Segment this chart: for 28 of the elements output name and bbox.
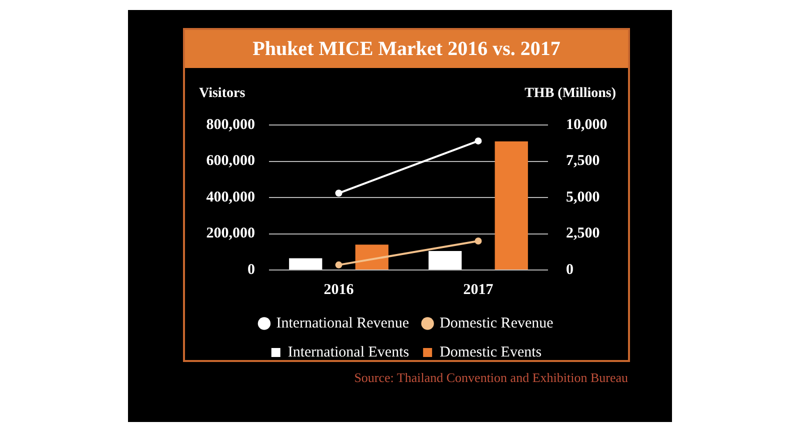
y-tick-label: 200,000 <box>206 226 255 242</box>
y-tick-label: 0 <box>248 262 255 278</box>
y2-tick-label: 10,000 <box>566 116 608 133</box>
bar <box>355 244 388 270</box>
x-tick-label: 2016 <box>324 282 354 298</box>
point <box>474 137 482 144</box>
y-tick-label: 600,000 <box>206 153 255 170</box>
bar <box>494 141 528 270</box>
point <box>335 190 342 197</box>
bar <box>428 250 462 270</box>
point <box>474 238 482 244</box>
legend-label: International Events <box>288 344 410 360</box>
x-tick-label: 2017 <box>463 282 494 298</box>
y2-tick-label: 0 <box>566 262 574 278</box>
y2-axis-title: THB (Millions) <box>524 86 616 102</box>
legend-label: International Revenue <box>276 315 410 332</box>
y-tick-label: 400,000 <box>206 189 255 206</box>
y2-tick-label: 5,000 <box>566 189 600 206</box>
legend-label: Domestic Revenue <box>440 315 554 332</box>
bar <box>289 258 322 270</box>
chart-title: Phuket MICE Market 2016 vs. 2017 <box>185 30 628 68</box>
source-note: Source: Thailand Convention and Exhibition Bureau <box>354 370 628 386</box>
point <box>335 261 342 268</box>
y-tick-label: 800,000 <box>206 116 255 133</box>
y2-tick-label: 7,500 <box>566 153 600 170</box>
y2-tick-label: 2,500 <box>566 226 600 242</box>
legend-label: Domestic Events <box>440 344 542 360</box>
y-axis-title: Visitors <box>199 86 246 102</box>
